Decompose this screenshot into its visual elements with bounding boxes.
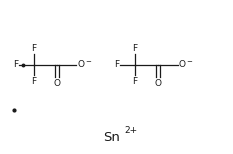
- Text: F: F: [31, 43, 36, 53]
- Text: O: O: [154, 79, 161, 87]
- Text: 2+: 2+: [125, 126, 138, 135]
- Text: −: −: [186, 59, 192, 65]
- Text: −: −: [85, 59, 91, 65]
- Text: F: F: [132, 77, 137, 86]
- Text: O: O: [77, 60, 84, 69]
- Text: F: F: [13, 60, 18, 69]
- Text: F: F: [114, 60, 119, 69]
- Text: O: O: [53, 79, 60, 87]
- Text: Sn: Sn: [103, 131, 120, 144]
- Text: F: F: [132, 43, 137, 53]
- Text: O: O: [179, 60, 186, 69]
- Text: F: F: [31, 77, 36, 86]
